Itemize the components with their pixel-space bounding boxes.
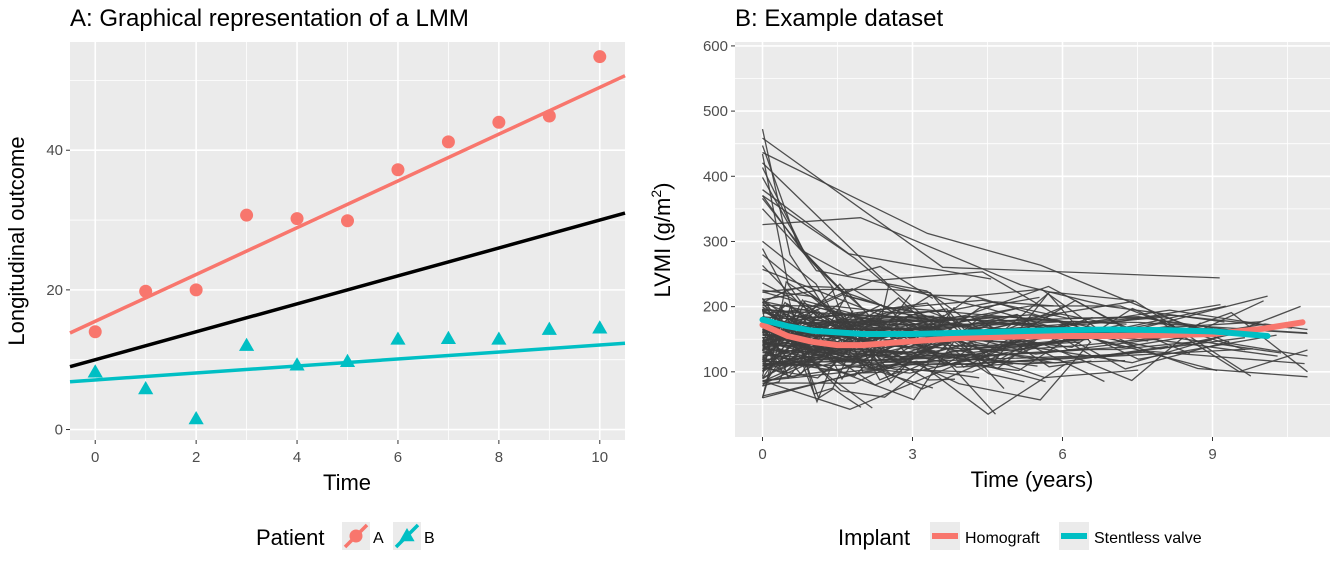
point-patient-a [441,135,455,149]
legend-key-patient-a [342,522,370,550]
legend-key-marker [399,528,415,542]
panel-a-legend-title: Patient [256,525,325,550]
point-patient-a [542,109,556,123]
point-patient-a [341,214,354,228]
point-patient-a [189,283,203,297]
point-patient-b [87,364,103,378]
individual-trajectory [762,288,972,344]
panel-b-x-tick-label: 0 [758,446,766,463]
population-fit-line [69,211,626,369]
legend-label-patient-b: B [424,530,435,547]
panel-b-y-tick-label: 500 [703,103,728,120]
individual-trajectory [762,304,864,381]
panel-a-y-tick-label: 40 [46,142,63,159]
point-patient-b [390,331,406,345]
fit-line-patient-a [69,74,626,335]
point-patient-b [440,330,457,344]
panel-a-legend-keys [342,522,421,550]
panel-a-title: A: Graphical representation of a LMM [70,5,469,32]
individual-trajectory [762,336,1139,379]
panel-b-y-axis-title-suffix: ) [650,183,675,190]
legend-label-homograft: Homograft [965,530,1040,547]
panel-a-x-tick-label: 4 [293,449,301,466]
panel-a-points [87,50,608,425]
point-patient-a [593,50,607,64]
point-patient-b [188,411,204,425]
legend-key-patient-b [393,522,421,550]
panel-a-y-axis-title: Longitudinal outcome [4,136,29,345]
panel-b-y-tick-label: 600 [703,38,728,55]
individual-trajectory [762,299,1231,347]
point-patient-b [238,337,255,351]
panel-b-y-axis-title: LVMI (g/m2) [648,183,675,298]
individual-trajectory [761,313,833,377]
panel-b-x-tick-label: 6 [1058,446,1066,463]
panel-b-y-tick-label: 300 [703,233,728,250]
panel-a-x-tick-label: 6 [394,449,402,466]
smooth-curve-homograft [759,319,1306,349]
individual-trajectory [762,137,1220,279]
panel-b-title: B: Example dataset [735,5,943,32]
point-patient-b [339,353,356,367]
panel-a-ticks: 0 2 4 6 8 10 0 20 40 [46,142,608,466]
point-patient-a [240,208,254,222]
individual-trajectory [762,311,1308,373]
panel-b-y-axis-title-main: LVMI (g/m [650,198,675,298]
individual-trajectory [762,291,1022,330]
individual-trajectory [762,322,1092,410]
panel-a-y-tick-label: 0 [55,422,63,439]
point-patient-b [289,357,305,371]
panel-a-x-tick-label: 10 [591,449,608,466]
panel-b-x-tick-label: 3 [908,446,916,463]
individual-trajectory [762,217,1225,323]
panel-b-smoothed-curves [759,316,1306,349]
panel-a-x-tick-label: 2 [192,449,200,466]
point-patient-b [138,381,154,395]
individual-trajectory [762,348,1254,365]
panel-b: B: Example dataset 0 3 6 9 100 200 300 400 500 60… [648,5,1330,550]
panel-a-x-tick-label: 0 [91,449,99,466]
point-patient-a [492,115,506,129]
legend-key-marker [349,529,363,543]
panel-b-ticks: 0 3 6 9 100 200 300 400 500 600 [703,38,1217,463]
panel-a-y-tick-label: 20 [46,282,63,299]
point-patient-a [88,325,102,339]
point-patient-b [592,320,608,334]
panel-b-y-axis-title-superscript: 2 [648,190,664,198]
legend-label-stentless-valve: Stentless valve [1094,530,1202,547]
smooth-curve-stentless-valve [759,316,1271,339]
point-patient-a [290,212,304,226]
individual-trajectory [762,287,977,366]
individual-trajectory [762,333,1126,365]
panel-b-y-tick-label: 200 [703,299,728,316]
individual-trajectory [762,302,1052,364]
individual-trajectory [762,151,1308,357]
panel-b-y-tick-label: 100 [703,364,728,381]
panel-b-legend-keys [930,522,1089,550]
legend-label-patient-a: A [373,530,384,547]
panel-a-x-axis-title: Time [323,470,371,495]
point-patient-a [391,163,405,177]
point-patient-a [139,284,153,298]
panel-a-x-tick-label: 8 [495,449,503,466]
individual-trajectory [762,338,1005,390]
individual-trajectory [761,248,903,395]
panel-b-y-tick-label: 400 [703,168,728,185]
individual-trajectory [762,287,1063,332]
point-patient-b [541,321,557,335]
panel-b-x-axis-title: Time (years) [971,467,1094,492]
panel-b-x-tick-label: 9 [1208,446,1216,463]
individual-trajectory [762,345,934,389]
panel-a-legend: Patient A B [256,522,435,550]
individual-trajectory [762,305,1246,379]
point-patient-b [491,331,507,345]
individual-trajectory [762,208,862,308]
panel-b-legend: Implant Homograft Stentless valve [838,522,1202,550]
legend-key-stentless-valve [1059,522,1089,550]
panel-b-legend-title: Implant [838,525,910,550]
legend-key-homograft [930,522,960,550]
panel-a: A: Graphical representation of a LMM 0 2 4… [4,5,626,550]
